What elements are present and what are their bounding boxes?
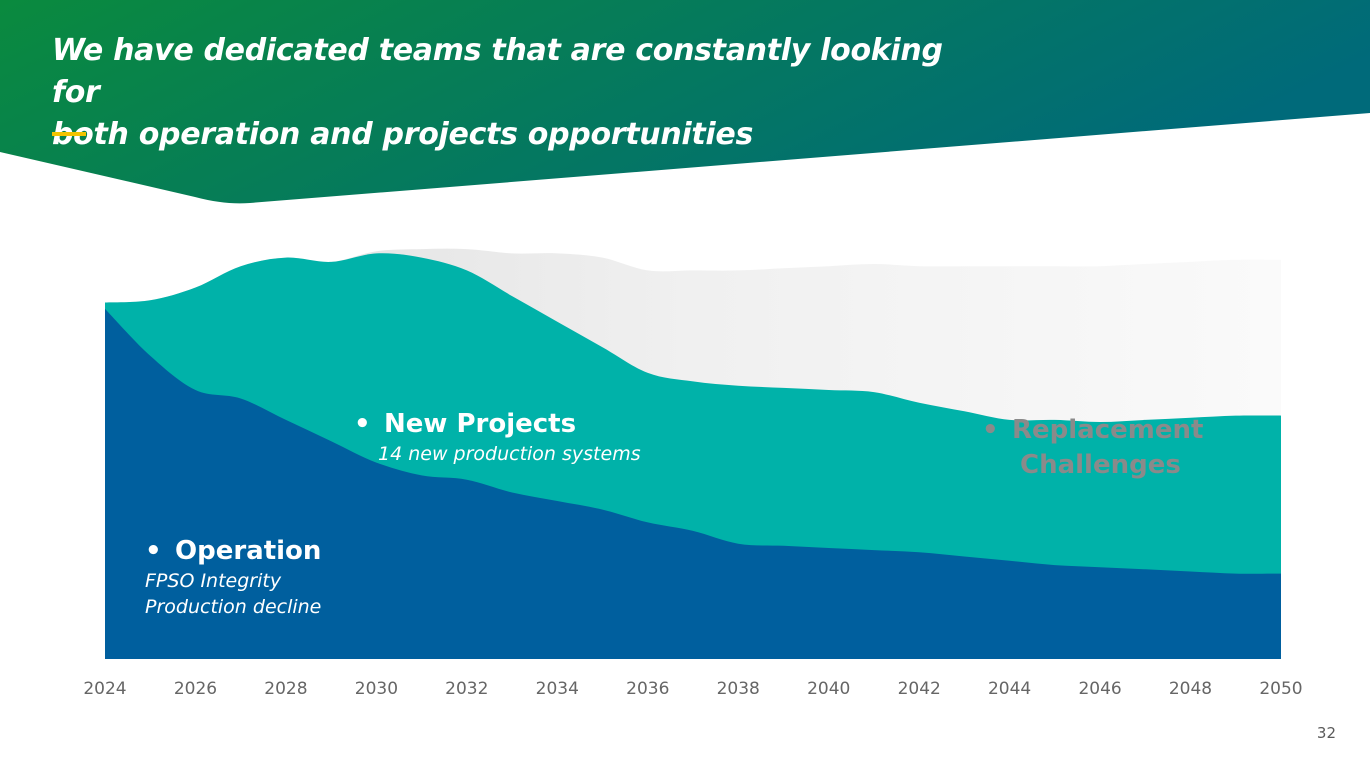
new-projects-title: New Projects bbox=[384, 409, 577, 439]
replacement-label: • Replacement Challenges bbox=[982, 413, 1203, 483]
x-tick-label: 2044 bbox=[988, 679, 1031, 699]
x-tick-label: 2032 bbox=[445, 679, 488, 699]
title-line-1: We have dedicated teams that are constan… bbox=[52, 33, 943, 110]
x-tick-label: 2046 bbox=[1078, 679, 1121, 699]
page-title: We have dedicated teams that are constan… bbox=[52, 30, 952, 156]
new-projects-subtitle: 14 new production systems bbox=[378, 443, 641, 465]
x-tick-label: 2042 bbox=[898, 679, 941, 699]
title-line-2: both operation and projects opportunitie… bbox=[52, 117, 754, 152]
x-tick-label: 2036 bbox=[626, 679, 669, 699]
x-tick-label: 2024 bbox=[83, 679, 126, 699]
x-tick-label: 2048 bbox=[1169, 679, 1212, 699]
operation-bullet: • bbox=[145, 536, 162, 566]
x-tick-label: 2030 bbox=[355, 679, 398, 699]
replacement-title-2: Challenges bbox=[1020, 450, 1181, 480]
x-tick-label: 2038 bbox=[717, 679, 760, 699]
header-banner bbox=[0, 0, 1370, 204]
x-tick-label: 2050 bbox=[1259, 679, 1302, 699]
replacement-title-1: Replacement bbox=[1012, 415, 1204, 445]
new-projects-bullet: • bbox=[354, 409, 371, 439]
x-tick-label: 2028 bbox=[264, 679, 307, 699]
operation-subtitle-1: FPSO Integrity bbox=[145, 570, 282, 592]
title-accent-bar bbox=[52, 132, 86, 136]
x-tick-label: 2026 bbox=[174, 679, 217, 699]
x-tick-label: 2034 bbox=[536, 679, 579, 699]
operation-title: Operation bbox=[175, 536, 322, 566]
page-number: 32 bbox=[1316, 724, 1336, 742]
operation-label: • Operation FPSO Integrity Production dec… bbox=[145, 534, 321, 620]
replacement-bullet: • bbox=[982, 415, 999, 445]
new-projects-label: • New Projects 14 new production systems bbox=[354, 407, 641, 467]
operation-area bbox=[105, 308, 1281, 659]
operation-subtitle-2: Production decline bbox=[145, 596, 322, 618]
x-tick-label: 2040 bbox=[807, 679, 850, 699]
